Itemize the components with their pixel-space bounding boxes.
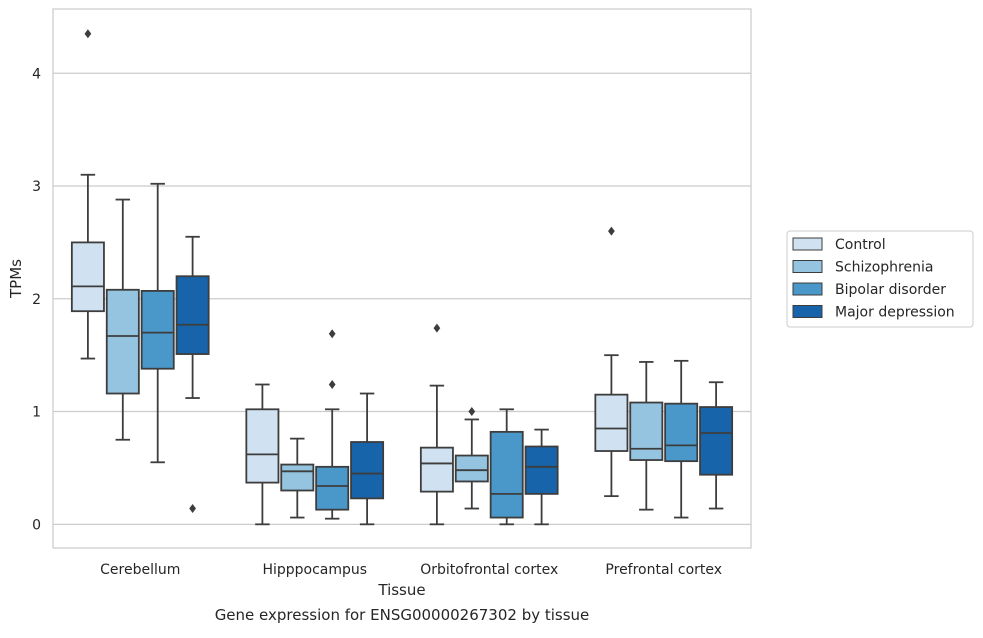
box	[280, 437, 315, 519]
iqr-box	[315, 465, 350, 511]
box	[524, 428, 559, 526]
y-axis-label: TPMs	[7, 259, 25, 299]
legend-swatch	[792, 305, 823, 318]
legend-label: Schizophrenia	[835, 260, 933, 276]
iqr-box	[419, 446, 454, 493]
box-series	[70, 29, 734, 526]
box	[315, 329, 350, 520]
iqr-box	[594, 393, 629, 452]
iqr-box	[245, 408, 280, 484]
box	[419, 323, 454, 526]
box	[489, 408, 524, 526]
box	[140, 182, 175, 464]
x-tick-label: Orbitofrontal cortex	[420, 562, 558, 578]
plot-area-frame	[52, 8, 752, 549]
series-bipolar-disorder	[140, 182, 699, 526]
box	[70, 29, 105, 360]
y-tick-label: 1	[32, 405, 41, 421]
box	[105, 198, 140, 441]
iqr-box	[105, 288, 140, 395]
x-axis-label: Tissue	[377, 581, 425, 599]
iqr-box	[140, 290, 175, 370]
legend-label: Bipolar disorder	[835, 282, 946, 298]
x-tick-label: Hipppocampus	[262, 562, 367, 578]
box	[629, 361, 664, 511]
box	[594, 226, 629, 498]
outlier-point	[328, 329, 336, 339]
iqr-box	[664, 402, 699, 463]
y-tick-labels: 0 1 2 3 4	[32, 66, 41, 533]
x-tick-label: Prefrontal cortex	[605, 562, 722, 578]
y-tick-label: 2	[32, 292, 41, 308]
box	[350, 392, 385, 526]
legend-swatch	[792, 237, 823, 251]
box	[699, 381, 734, 510]
iqr-box	[280, 463, 315, 492]
series-schizophrenia	[105, 198, 664, 519]
legend-frame	[786, 230, 974, 328]
y-tick-label: 0	[32, 517, 41, 533]
iqr-box	[350, 441, 385, 500]
box	[664, 359, 699, 519]
outlier-point	[468, 407, 476, 417]
box	[454, 407, 489, 510]
outlier-point	[608, 226, 615, 236]
series-control	[70, 29, 629, 526]
figure-caption: Gene expression for ENSG00000267302 by t…	[214, 606, 590, 624]
iqr-box	[489, 430, 524, 519]
box	[245, 383, 280, 526]
x-tick-labels: Cerebellum Hipppocampus Orbitofrontal cort…	[100, 562, 722, 578]
legend: Control Schizophrenia Bipolar disorder Majo…	[786, 230, 974, 328]
iqr-box	[175, 275, 210, 355]
y-tick-label: 3	[32, 179, 41, 195]
outlier-point	[84, 29, 92, 39]
iqr-box	[629, 401, 664, 461]
iqr-box	[70, 241, 105, 313]
legend-label: Major depression	[835, 305, 955, 321]
box	[175, 235, 210, 514]
outlier-point	[328, 379, 336, 389]
iqr-box	[524, 445, 559, 495]
outlier-point	[189, 504, 196, 514]
iqr-box	[699, 406, 734, 476]
series-major-depression	[175, 235, 734, 526]
iqr-box	[454, 454, 489, 483]
outlier-point	[433, 323, 441, 333]
x-tick-label: Cerebellum	[100, 562, 180, 578]
legend-swatch	[792, 282, 823, 296]
legend-swatch	[792, 260, 823, 273]
y-tick-label: 4	[32, 66, 41, 82]
legend-label: Control	[835, 237, 886, 253]
